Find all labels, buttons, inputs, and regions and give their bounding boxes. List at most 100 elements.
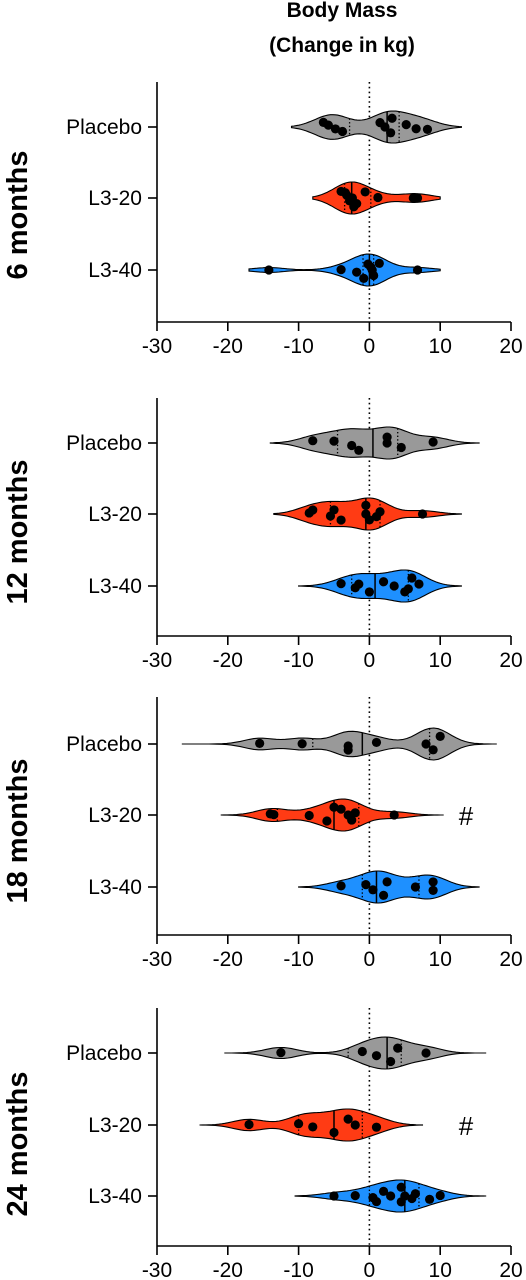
significance-marker: # <box>459 1111 474 1141</box>
category-label: Placebo <box>66 1042 142 1065</box>
x-tick-label: -10 <box>283 948 313 971</box>
data-point <box>244 1119 254 1130</box>
violin-group-l3-20: L3-20 <box>88 181 441 215</box>
violin-group-l3-20: L3-20 <box>88 1108 424 1142</box>
data-point <box>304 508 314 518</box>
data-point <box>364 515 374 525</box>
x-tick-label: 10 <box>429 649 452 672</box>
data-point <box>347 440 357 451</box>
data-point <box>407 1193 417 1204</box>
x-tick-label: -30 <box>142 649 172 672</box>
data-point <box>364 587 374 597</box>
x-tick-label: -30 <box>142 335 172 358</box>
x-tick-label: -20 <box>213 948 243 971</box>
data-point <box>386 1056 396 1067</box>
data-point <box>371 512 382 522</box>
data-point <box>378 577 389 587</box>
data-point <box>329 505 339 515</box>
data-point <box>336 515 346 525</box>
data-point <box>371 1196 382 1207</box>
violin-group-l3-20: L3-20 <box>88 497 462 531</box>
data-point <box>428 885 438 895</box>
violin-body <box>181 727 497 761</box>
panel-label: 24 months <box>2 1071 34 1216</box>
violin-group-placebo: Placebo <box>66 426 480 460</box>
data-point <box>361 500 371 510</box>
data-point <box>322 816 332 826</box>
data-point <box>352 267 362 277</box>
data-point <box>350 1120 360 1130</box>
data-point <box>308 1122 318 1132</box>
data-point <box>424 1194 435 1204</box>
x-tick-label: 10 <box>429 1259 452 1280</box>
category-label: L3-40 <box>88 1185 142 1208</box>
data-point <box>412 265 423 275</box>
data-point <box>366 262 376 272</box>
data-point <box>343 1114 353 1124</box>
panel-3: 18 months -30 -20 -10 0 10 20 Placebo L3-20 L3-40… <box>2 697 523 971</box>
category-label: L3-40 <box>88 259 142 282</box>
data-point <box>352 199 362 209</box>
panel-4: 24 months -30 -20 -10 0 10 20 Placebo L3-20 L3-40… <box>2 1008 523 1280</box>
x-tick-label: 20 <box>499 335 522 358</box>
violin-body <box>224 1036 487 1070</box>
data-point <box>350 1191 360 1201</box>
data-point <box>373 192 383 203</box>
category-label: Placebo <box>66 116 142 139</box>
data-point <box>361 880 371 890</box>
violin-body <box>298 870 480 904</box>
data-point <box>347 815 357 825</box>
data-point <box>435 1190 445 1201</box>
x-tick-label: -20 <box>213 1259 243 1280</box>
x-tick-label: 10 <box>429 335 452 358</box>
category-label: L3-20 <box>88 804 142 827</box>
data-point <box>264 265 274 275</box>
data-point <box>336 804 346 814</box>
data-point <box>304 810 314 821</box>
data-point <box>350 583 360 593</box>
violin-body <box>269 426 480 460</box>
data-point <box>276 1047 286 1058</box>
violin-group-l3-40: L3-40 <box>88 1179 487 1213</box>
data-point <box>421 739 431 749</box>
data-point <box>435 731 445 741</box>
x-tick-label: 20 <box>499 1259 522 1280</box>
chart-title-line-1: Body Mass <box>287 0 398 22</box>
data-point <box>336 881 346 891</box>
data-point <box>412 193 423 203</box>
panel-label: 12 months <box>2 459 34 604</box>
category-label: L3-20 <box>88 1114 142 1137</box>
data-point <box>323 120 333 130</box>
data-point <box>357 1046 367 1057</box>
data-point <box>329 1191 339 1201</box>
data-point <box>389 810 399 820</box>
panel-1: 6 months -30 -20 -10 0 10 20 Placebo L3-20 L3-40 <box>2 82 523 358</box>
violin-body <box>220 798 444 832</box>
data-point <box>380 122 390 132</box>
data-point <box>382 877 392 887</box>
data-point <box>337 126 348 137</box>
violin-body <box>298 569 462 603</box>
data-point <box>269 810 279 820</box>
data-point <box>329 436 339 446</box>
category-label: L3-40 <box>88 575 142 598</box>
data-point <box>294 1119 304 1129</box>
data-point <box>330 124 341 134</box>
data-point <box>374 258 384 268</box>
x-tick-label: 0 <box>364 948 376 971</box>
significance-marker: # <box>459 801 474 831</box>
panel-label: 18 months <box>2 758 34 903</box>
x-tick-label: -20 <box>213 649 243 672</box>
data-point <box>386 128 396 138</box>
data-point <box>421 1048 431 1058</box>
data-point <box>407 573 417 583</box>
data-point <box>382 438 392 448</box>
data-point <box>428 437 438 447</box>
x-tick-label: 0 <box>364 1259 376 1280</box>
violin-group-placebo: Placebo <box>66 727 497 761</box>
data-point <box>401 119 411 130</box>
data-point <box>414 579 424 589</box>
data-point <box>400 1191 410 1201</box>
category-label: Placebo <box>66 432 142 455</box>
